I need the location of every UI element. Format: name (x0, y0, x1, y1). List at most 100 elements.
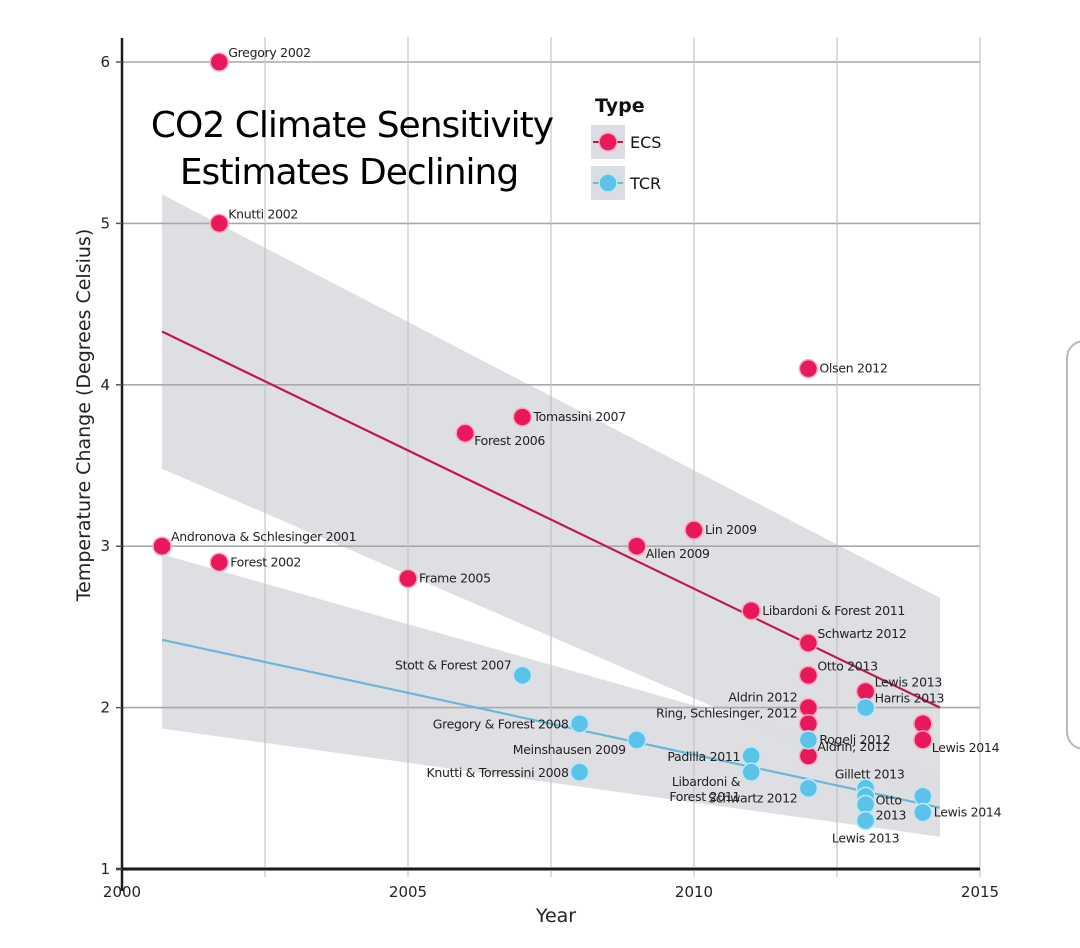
y-tick-labels: 1 2 3 4 5 6 (100, 53, 110, 878)
legend-label-ecs: ECS (630, 133, 661, 152)
ecs-point (798, 665, 819, 686)
ecs-point (209, 52, 229, 72)
y-tick-label: 5 (100, 214, 110, 232)
ecs-point (798, 746, 819, 766)
tcr-point (855, 794, 876, 815)
label-line: Allen 2009 (646, 546, 710, 561)
tcr-point (855, 810, 876, 831)
ecs-point-label: Gregory 2002 (228, 45, 311, 60)
label-line: Rogelj 2012 (819, 732, 890, 747)
y-tick-label: 6 (100, 53, 110, 71)
y-tick-label: 4 (100, 376, 110, 394)
label-line: Harris 2013 (875, 691, 945, 706)
tcr-point-label: Lewis 2013 (832, 831, 899, 846)
ecs-point (627, 536, 647, 556)
x-tick-label: 2015 (961, 883, 999, 901)
ecs-point-label: Knutti 2002 (228, 206, 298, 221)
label-line: Lewis 2014 (932, 740, 1000, 755)
label-line: Forest 2011 (669, 789, 740, 804)
y-axis-title: Temperature Change (Degrees Celsius) (73, 229, 95, 602)
tcr-point (855, 697, 876, 718)
label-line: Otto 2013 (817, 658, 877, 673)
ecs-point-label: Frame 2005 (419, 570, 491, 585)
ecs-point (398, 568, 418, 589)
tcr-point (569, 762, 590, 782)
ecs-point (855, 681, 876, 702)
label-line: Knutti & Torressini 2008 (426, 765, 568, 780)
label-line: Knutti 2002 (228, 206, 298, 221)
ecs-point-label: Lewis 2013 (875, 674, 942, 689)
legend-key-marker-tcr (598, 173, 618, 193)
chart-title: CO2 Climate Sensitivity Estimates Declin… (151, 105, 555, 193)
label-line: Andronova & Schlesinger 2001 (171, 529, 356, 544)
label-line: Frame 2005 (419, 570, 491, 585)
x-tick-label: 2010 (675, 883, 713, 901)
ecs-point-label: Otto 2013 (817, 658, 877, 673)
ecs-point (798, 633, 819, 653)
legend-title: Type (595, 95, 645, 117)
label-line: Schwartz 2012 (817, 626, 906, 641)
label-line: Olsen 2012 (819, 361, 887, 376)
tcr-point-label: Stott & Forest 2007 (395, 657, 511, 672)
label-line: Libardoni & Forest 2011 (762, 603, 905, 618)
label-line: Gregory & Forest 2008 (433, 717, 569, 732)
ecs-point-label: Tomassini 2007 (532, 409, 625, 424)
ecs-point (512, 407, 533, 427)
y-tick-label: 1 (100, 860, 110, 878)
tcr-point (741, 746, 761, 766)
ecs-point-label: Lin 2009 (705, 522, 757, 537)
ecs-point (455, 423, 475, 443)
label-line: Gregory 2002 (228, 45, 311, 60)
label-line: Ring, Schlesinger, 2012 (656, 706, 797, 721)
label-line: Stott & Forest 2007 (395, 657, 511, 672)
tcr-point-label: Rogelj 2012 (819, 732, 890, 747)
ecs-point (684, 520, 704, 540)
ecs-point (209, 213, 229, 234)
label-line: Lewis 2013 (875, 674, 942, 689)
label-line: Lewis 2013 (832, 831, 899, 846)
ecs-point-label: Aldrin 2012 (728, 690, 797, 705)
label-line: Forest 2006 (474, 433, 545, 448)
tcr-point-label: Gregory & Forest 2008 (433, 717, 569, 732)
side-panel-handle[interactable] (1066, 340, 1080, 750)
title-line-2: Estimates Declining (180, 152, 518, 193)
label-line: Lewis 2014 (934, 805, 1002, 820)
tcr-point-label: Knutti & Torressini 2008 (426, 765, 568, 780)
tcr-point (798, 730, 819, 750)
ecs-point (913, 730, 933, 750)
ecs-point-label: Libardoni & Forest 2011 (762, 603, 905, 618)
tcr-point (798, 778, 819, 799)
tcr-point (913, 802, 933, 823)
ecs-point (798, 713, 819, 734)
tcr-point (569, 713, 590, 734)
label-line: Otto (876, 792, 902, 807)
x-tick-labels: 2000 2005 2010 2015 (103, 883, 999, 901)
ecs-point-label: Schwartz 2012 (817, 626, 906, 641)
tcr-point-label: Harris 2013 (875, 691, 945, 706)
ecs-point-label: Aldrin, 2012 (817, 739, 890, 754)
data-points: Andronova & Schlesinger 2001 Gregory 2002… (152, 45, 1002, 846)
label-line: Tomassini 2007 (532, 409, 625, 424)
label-line: Aldrin, 2012 (817, 739, 890, 754)
ecs-point (209, 552, 229, 573)
ecs-point-label: Allen 2009 (646, 546, 710, 561)
ecs-point (798, 697, 819, 718)
title-line-1: CO2 Climate Sensitivity (151, 105, 554, 146)
label-line: 2013 (876, 807, 907, 822)
x-axis-title: Year (535, 905, 576, 927)
tcr-point (741, 762, 761, 782)
label-line: Gillett 2013 (835, 766, 905, 781)
ecs-point-label: Andronova & Schlesinger 2001 (171, 529, 356, 544)
ecs-point-label: Forest 2006 (474, 433, 545, 448)
label-line: Meinshausen 2009 (513, 742, 626, 757)
label-line: Schwartz 2012 (708, 790, 797, 805)
legend-label-tcr: TCR (629, 174, 661, 193)
y-tick-label: 3 (100, 537, 110, 555)
label-line: Libardoni & (672, 774, 741, 789)
ecs-point-label: Olsen 2012 (819, 361, 887, 376)
ecs-point (798, 358, 819, 379)
label-line: Lin 2009 (705, 522, 757, 537)
label-line: Padilla 2011 (667, 749, 740, 764)
ecs-point (152, 536, 172, 556)
